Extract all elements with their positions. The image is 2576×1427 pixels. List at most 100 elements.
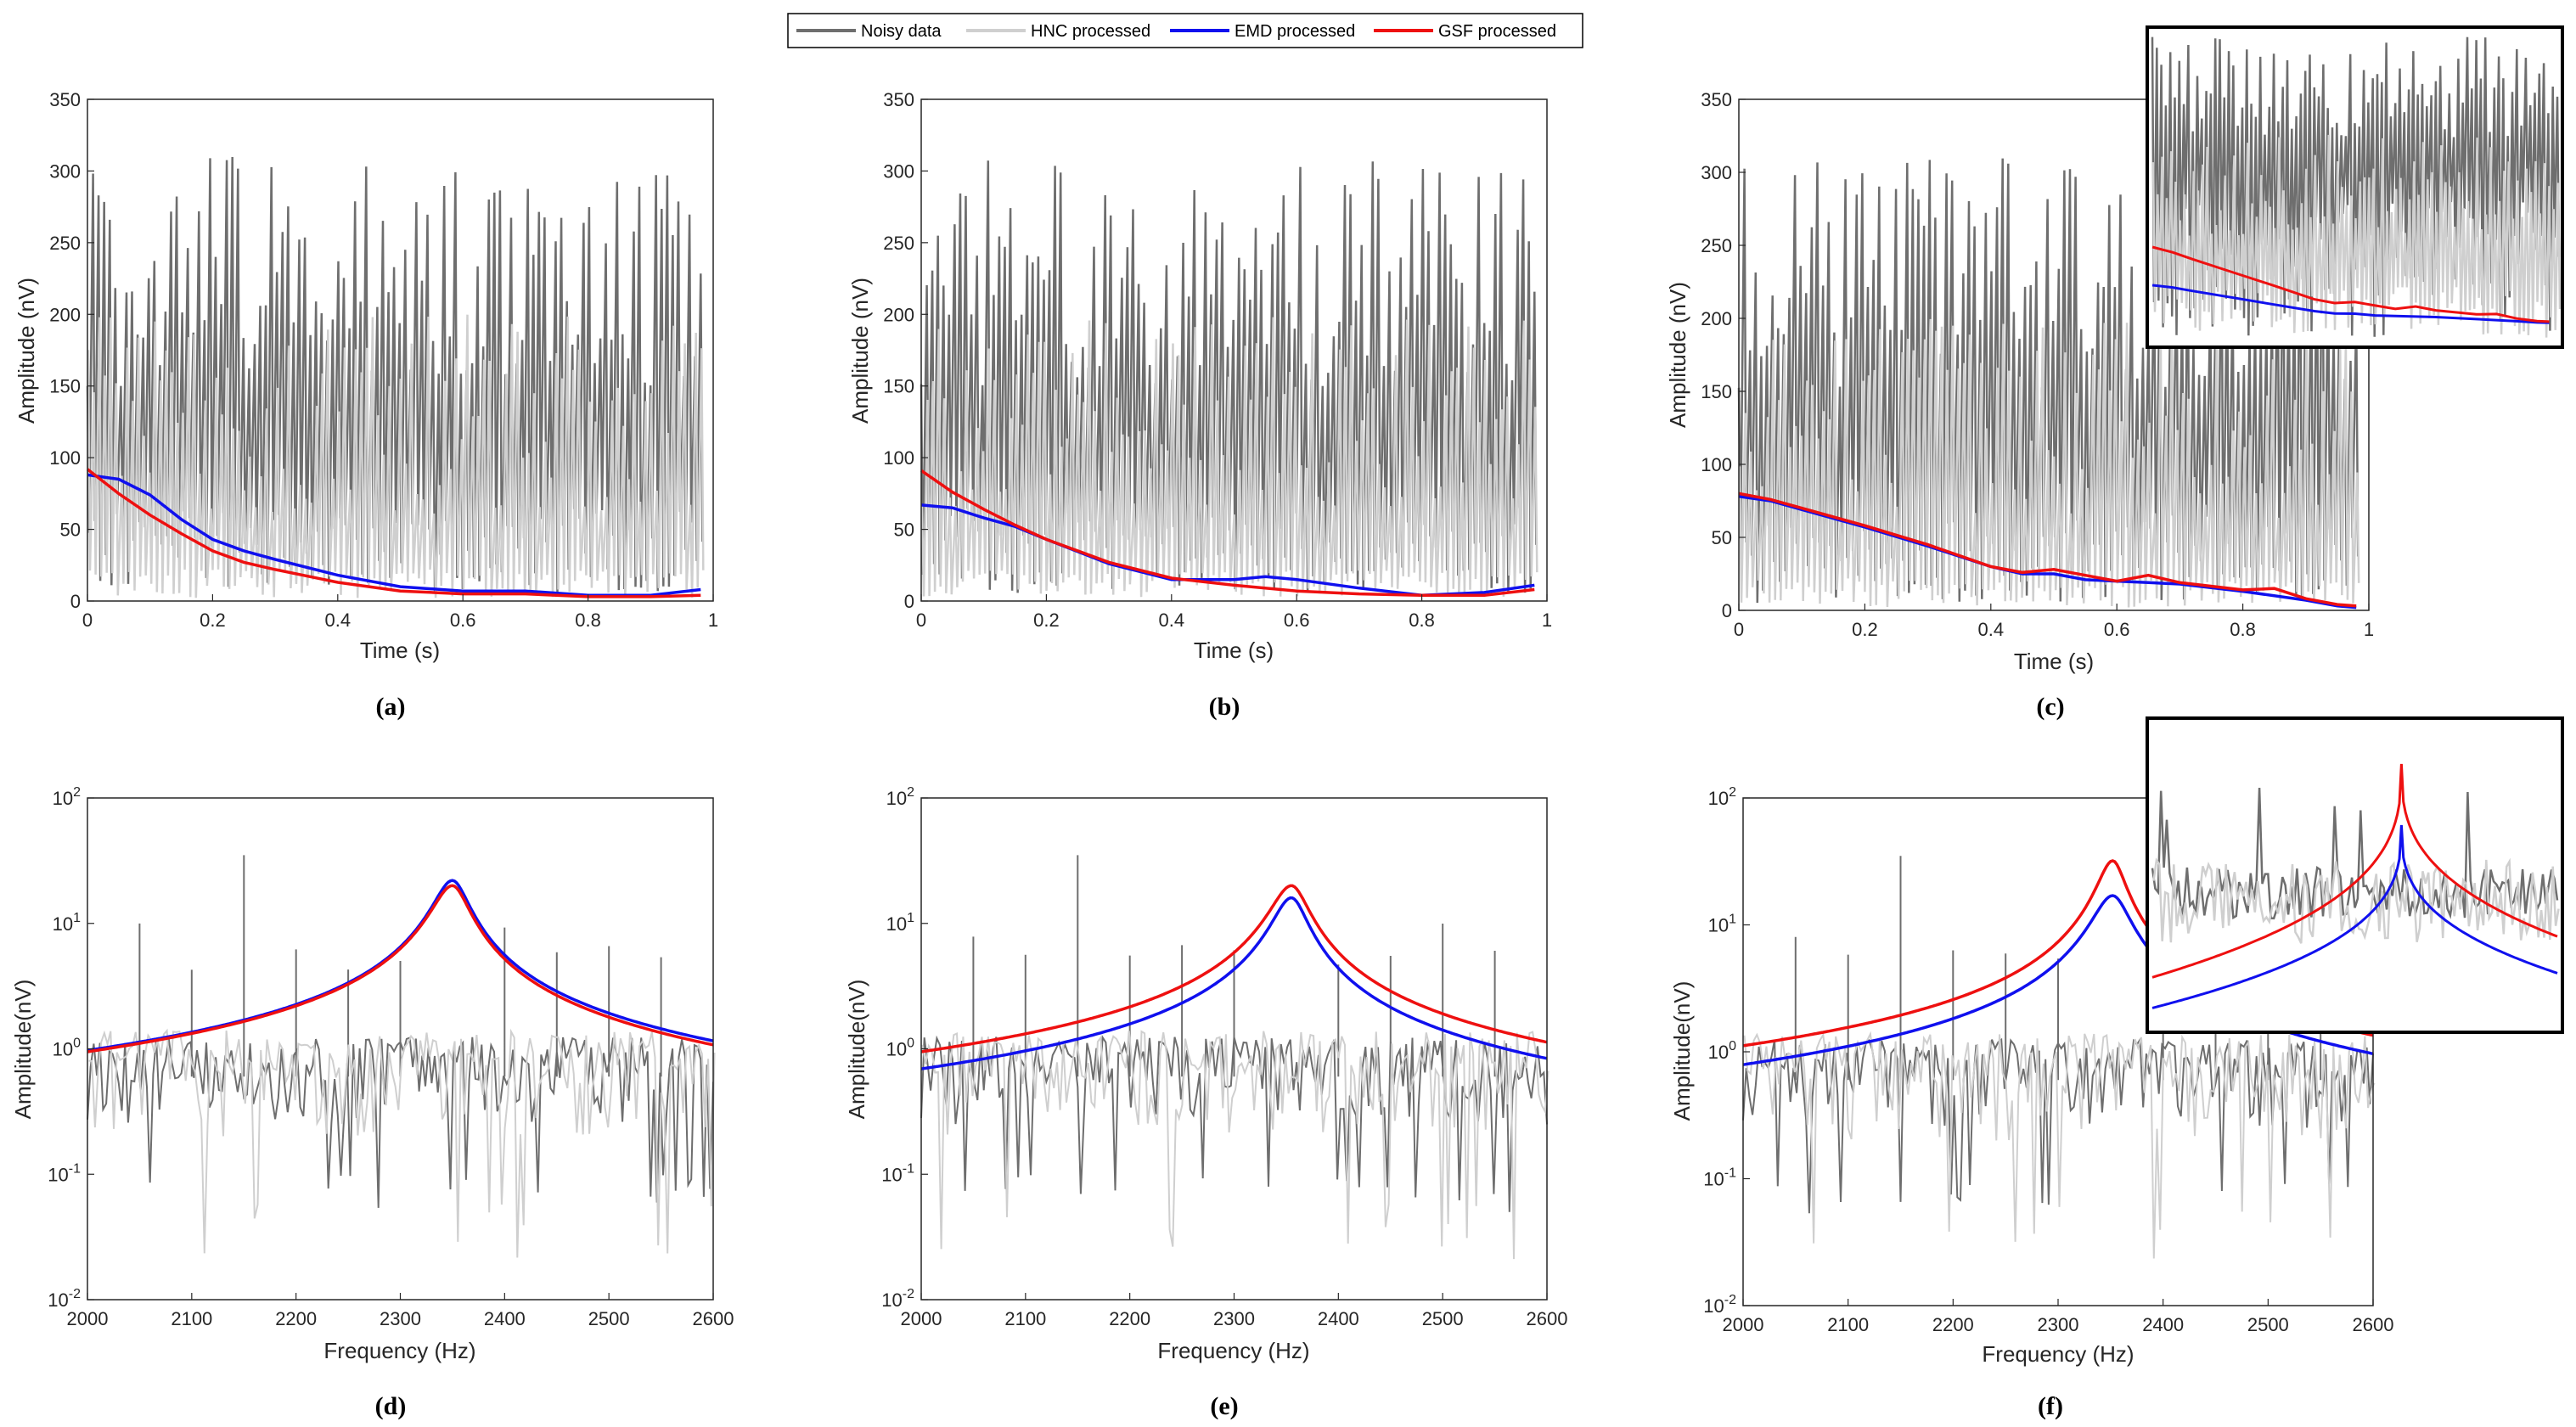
y-tick-label: 150	[883, 376, 914, 397]
y-tick-label: 250	[1701, 235, 1732, 256]
x-tick-label: 2200	[275, 1308, 317, 1329]
inset-frame	[2146, 716, 2564, 1034]
x-ticks: 2000 2100 2200 2300 2400 2500 2600	[901, 1293, 1567, 1329]
x-tick-label: 2500	[2247, 1314, 2289, 1335]
y-tick-label: 100	[883, 447, 914, 469]
y-tick-label: 10-2	[881, 1287, 914, 1311]
y-tick-exponent: -1	[69, 1161, 81, 1176]
x-tick-label: 1	[708, 610, 718, 631]
y-tick-label: 250	[883, 233, 914, 254]
y-tick-exponent: 2	[907, 785, 914, 800]
hnc-processed-trace	[1743, 1031, 2376, 1259]
y-tick-label: 200	[1701, 308, 1732, 329]
x-tick-label: 2400	[484, 1308, 526, 1329]
y-tick-label: 300	[49, 160, 81, 182]
x-axis-label: Time (s)	[360, 638, 440, 663]
noisy-data-trace	[87, 855, 714, 1208]
y-tick-label: 100	[1708, 1039, 1736, 1063]
y-tick-exponent: 2	[73, 785, 81, 800]
y-tick-exponent: -2	[69, 1287, 81, 1301]
y-axis-label: Amplitude(nV)	[1669, 981, 1695, 1121]
x-tick-label: 0.4	[1159, 610, 1185, 631]
x-tick-label: 2100	[1004, 1308, 1046, 1329]
x-tick-label: 1	[2364, 619, 2374, 640]
hnc-processed-trace	[87, 314, 705, 598]
y-tick-exponent: 1	[1729, 913, 1736, 927]
x-ticks: 0 0.2 0.4 0.6 0.8 1	[82, 594, 718, 631]
x-tick-label: 2100	[1827, 1314, 1869, 1335]
y-tick-label: 10-2	[1703, 1293, 1736, 1317]
x-tick-label: 0.4	[1978, 619, 2005, 640]
chart-panel-d: 2000 2100 2200 2300 2400 2500 2600 10-210-1100…	[10, 785, 734, 1420]
y-tick-label: 200	[49, 304, 81, 325]
inset-hnc-trace	[2151, 134, 2562, 338]
x-ticks: 2000 2100 2200 2300 2400 2500 2600	[1723, 1299, 2393, 1335]
panel-label: (e)	[1210, 1392, 1238, 1420]
x-tick-label: 2300	[2038, 1314, 2079, 1335]
chart-panel-e: 2000 2100 2200 2300 2400 2500 2600 10-210-1100…	[844, 785, 1567, 1420]
x-tick-label: 0	[82, 610, 93, 631]
x-axis-label: Frequency (Hz)	[1982, 1341, 2134, 1367]
y-tick-label: 100	[49, 447, 81, 469]
x-tick-label: 2400	[2142, 1314, 2184, 1335]
y-tick-label: 101	[53, 911, 81, 935]
noise-traces	[87, 855, 716, 1258]
y-ticks: 0 50 100 150 200 250 300 350	[49, 89, 94, 612]
legend-label-noisy: Noisy data	[861, 22, 942, 41]
chart-panel-a: 0 0.2 0.4 0.6 0.8 1 0 50 100 150 200 250 300 350 Tim…	[14, 89, 718, 721]
x-tick-label: 1	[1542, 610, 1552, 631]
inset-emd-line	[2151, 824, 2558, 1009]
processed-curves	[87, 879, 714, 1053]
x-tick-label: 0.8	[1409, 610, 1435, 631]
y-tick-label: 350	[1701, 89, 1732, 110]
x-tick-label: 2000	[67, 1308, 109, 1329]
legend: Noisy data HNC processed EMD processed G…	[787, 13, 1583, 48]
x-ticks: 2000 2100 2200 2300 2400 2500 2600	[67, 1293, 734, 1329]
y-tick-label: 50	[1712, 527, 1732, 548]
y-tick-exponent: 1	[73, 911, 81, 925]
inset-gsf-line	[2151, 245, 2550, 323]
y-axis-label: Amplitude(nV)	[10, 980, 36, 1120]
y-tick-exponent: 0	[907, 1037, 914, 1051]
y-axis-label: Amplitude (nV)	[1665, 282, 1690, 428]
x-tick-label: 0.8	[575, 610, 601, 631]
inset-background	[2147, 718, 2562, 1032]
processed-curves	[86, 468, 701, 598]
legend-label-emd: EMD processed	[1235, 22, 1355, 41]
y-tick-label: 102	[53, 785, 81, 809]
y-ticks: 0 50 100 150 200 250 300 350	[1701, 89, 1746, 621]
inset-noisy-trace	[2151, 787, 2559, 920]
noise-traces	[920, 160, 1538, 598]
inset-frame	[2146, 25, 2564, 349]
x-tick-label: 2200	[1109, 1308, 1150, 1329]
x-tick-label: 2600	[693, 1308, 734, 1329]
plot-frame	[87, 98, 714, 602]
y-tick-exponent: 2	[1729, 785, 1736, 800]
x-tick-label: 2300	[380, 1308, 421, 1329]
x-tick-label: 2200	[1932, 1314, 1974, 1335]
hnc-processed-trace	[920, 317, 1538, 598]
gsf-processed-line	[87, 884, 714, 1053]
gsf-processed-line	[920, 884, 1548, 1053]
x-tick-label: 2300	[1213, 1308, 1255, 1329]
y-tick-label: 250	[49, 233, 81, 254]
y-tick-exponent: -2	[903, 1287, 914, 1301]
y-tick-label: 10-2	[48, 1287, 81, 1311]
x-tick-label: 0	[1734, 619, 1744, 640]
x-tick-label: 0.8	[2230, 619, 2256, 640]
x-tick-label: 2000	[1723, 1314, 1764, 1335]
x-tick-label: 2500	[588, 1308, 630, 1329]
panel-label: (d)	[375, 1392, 407, 1420]
y-axis-label: Amplitude(nV)	[844, 980, 869, 1120]
y-tick-label: 100	[1701, 454, 1732, 475]
x-tick-label: 0	[916, 610, 926, 631]
y-tick-label: 350	[49, 89, 81, 110]
x-tick-label: 0.2	[1852, 619, 1878, 640]
noise-traces	[86, 156, 705, 598]
noise-traces	[920, 855, 1550, 1260]
noisy-data-trace	[920, 855, 1548, 1212]
y-axis-label: Amplitude (nV)	[14, 278, 39, 424]
y-tick-label: 50	[894, 520, 914, 541]
y-tick-label: 200	[883, 304, 914, 325]
